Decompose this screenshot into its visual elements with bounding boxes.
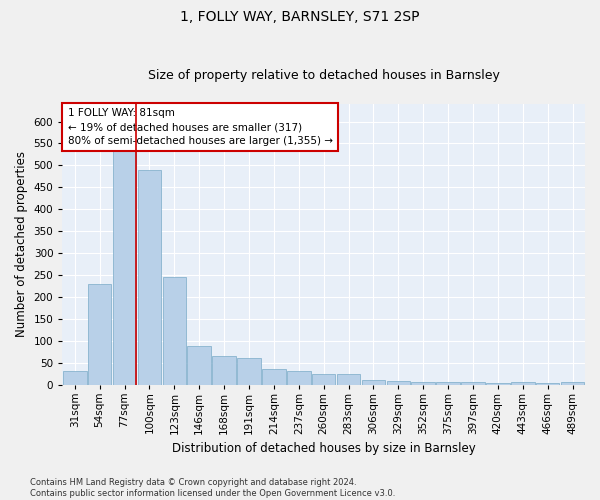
Bar — [536, 383, 559, 384]
Bar — [212, 356, 236, 384]
Bar — [187, 346, 211, 385]
Bar — [412, 382, 435, 384]
Bar — [511, 382, 535, 384]
Bar — [163, 277, 186, 384]
X-axis label: Distribution of detached houses by size in Barnsley: Distribution of detached houses by size … — [172, 442, 476, 455]
Bar — [386, 381, 410, 384]
Bar — [436, 382, 460, 384]
Text: 1, FOLLY WAY, BARNSLEY, S71 2SP: 1, FOLLY WAY, BARNSLEY, S71 2SP — [180, 10, 420, 24]
Bar — [237, 358, 261, 384]
Bar — [337, 374, 361, 384]
Bar — [63, 372, 86, 384]
Bar — [486, 383, 510, 384]
Bar — [262, 370, 286, 384]
Bar — [137, 170, 161, 384]
Text: 1 FOLLY WAY: 81sqm
← 19% of detached houses are smaller (317)
80% of semi-detach: 1 FOLLY WAY: 81sqm ← 19% of detached hou… — [68, 108, 332, 146]
Bar — [113, 144, 136, 384]
Y-axis label: Number of detached properties: Number of detached properties — [15, 152, 28, 338]
Bar — [88, 284, 112, 384]
Bar — [362, 380, 385, 384]
Bar — [312, 374, 335, 384]
Title: Size of property relative to detached houses in Barnsley: Size of property relative to detached ho… — [148, 69, 500, 82]
Bar — [461, 382, 485, 384]
Bar — [287, 372, 311, 384]
Bar — [561, 382, 584, 384]
Text: Contains HM Land Registry data © Crown copyright and database right 2024.
Contai: Contains HM Land Registry data © Crown c… — [30, 478, 395, 498]
